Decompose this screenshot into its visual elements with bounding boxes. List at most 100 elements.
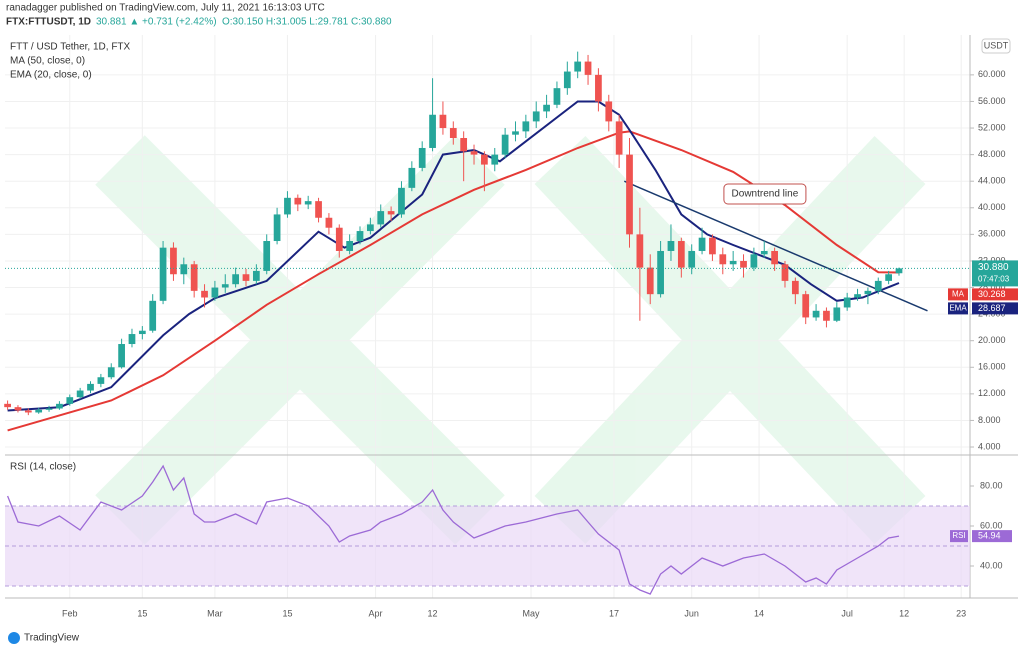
symbol: FTX:FTTUSDT, 1D — [6, 17, 91, 28]
candle-body — [180, 264, 188, 275]
change: 30.881 ▲ +0.731 (+2.42%) — [96, 17, 217, 28]
publisher: ranadagger published on TradingView.com,… — [6, 3, 325, 14]
candle-body — [874, 280, 882, 291]
candle-body — [595, 74, 602, 102]
y-tick-label: 4.000 — [978, 441, 1001, 451]
currency-box — [981, 38, 1011, 54]
candle-body — [895, 268, 903, 274]
grid — [5, 35, 970, 598]
series-tag — [972, 288, 1018, 301]
candle-body — [491, 154, 499, 165]
series-tag — [972, 302, 1018, 315]
candle-body — [802, 294, 810, 318]
candle-body — [356, 231, 364, 242]
rsi-tick-label: 40.00 — [980, 560, 1003, 570]
legend-main: FTT / USD Tether, 1D, FTX — [10, 42, 131, 53]
series-tag-name: EMA — [949, 304, 967, 313]
countdown: 07:47:03 — [978, 275, 1010, 284]
price-tag — [972, 260, 1018, 287]
candle-body — [864, 290, 872, 295]
x-tick-label: Jun — [684, 608, 699, 618]
candle-body — [698, 237, 706, 251]
candle-body — [646, 267, 654, 295]
x-tick-label: Feb — [62, 608, 78, 618]
candle-body — [512, 131, 519, 135]
candle-body — [481, 154, 488, 165]
candle-body — [688, 250, 696, 268]
rsi-title: RSI (14, close) — [10, 462, 76, 473]
candle-body — [532, 111, 540, 122]
candle-body — [315, 201, 322, 218]
candle-body — [791, 280, 799, 295]
candle-body — [553, 88, 561, 105]
series-tag-label: 30.268 — [978, 289, 1006, 299]
annotation: Downtrend line — [732, 189, 799, 200]
candle-body — [24, 410, 32, 413]
series-tag-name: MA — [952, 290, 965, 299]
footer: TradingView — [24, 633, 80, 644]
y-tick-label: 28.000 — [978, 282, 1006, 292]
candle-body — [190, 264, 198, 291]
candle-body — [377, 211, 385, 225]
candle-body — [398, 187, 405, 215]
series-tag — [948, 288, 968, 301]
x-tick-label: May — [523, 608, 541, 618]
candle-body — [56, 403, 63, 409]
candle-body — [252, 270, 260, 281]
candle-body — [584, 61, 592, 75]
y-tick-label: 12.000 — [978, 388, 1006, 398]
candle-body — [232, 274, 239, 285]
y-tick-label: 16.000 — [978, 362, 1006, 372]
ma-line — [7, 130, 900, 432]
rsi-tick-label: 60.00 — [980, 520, 1003, 530]
candle-body — [408, 167, 416, 188]
candle-body — [854, 294, 861, 298]
candle-body — [470, 151, 478, 155]
candle-body — [97, 377, 105, 384]
x-tick-label: 15 — [282, 608, 292, 618]
candle-body — [563, 71, 571, 89]
candle-body — [273, 214, 281, 242]
candle-body — [543, 104, 550, 112]
rsi-tag — [972, 530, 1012, 543]
series-tag — [948, 302, 968, 315]
candle-body — [418, 147, 426, 168]
price-tag-label: 30.880 — [978, 262, 1009, 273]
candle-body — [346, 241, 354, 251]
candle-body — [833, 307, 841, 321]
candle-body — [4, 403, 11, 408]
candle-body — [781, 264, 789, 281]
tradingview-logo: TradingView — [8, 632, 80, 644]
candle-body — [294, 197, 302, 205]
y-tick-label: 8.000 — [978, 415, 1001, 425]
x-tick-label: 17 — [609, 608, 619, 618]
ma-line — [7, 100, 900, 412]
candle-body — [719, 254, 727, 265]
candle-body — [449, 128, 457, 139]
candle-body — [750, 254, 758, 268]
currency: USDT — [984, 40, 1009, 50]
candle-body — [812, 310, 820, 318]
y-tick-label: 60.000 — [978, 69, 1006, 79]
candle-body — [740, 260, 747, 268]
candle-body — [14, 407, 22, 411]
watermark — [95, 135, 926, 545]
rsi-tag-name: RSI — [952, 531, 965, 540]
rsi-tag — [950, 530, 968, 543]
rsi-line — [6, 464, 900, 595]
candle-body — [677, 241, 685, 268]
candle-body — [501, 134, 509, 155]
legend-ma: MA (50, close, 0) — [10, 56, 85, 67]
candle-body — [760, 250, 768, 255]
candle-body — [615, 121, 623, 155]
y-tick-label: 52.000 — [978, 122, 1006, 132]
candle-body — [138, 330, 146, 335]
y-tick-label: 36.000 — [978, 229, 1006, 239]
candle-body — [709, 237, 716, 255]
candle-body — [76, 390, 84, 398]
candle-body — [35, 409, 43, 413]
candle-body — [843, 297, 851, 308]
candle-body — [771, 250, 778, 265]
